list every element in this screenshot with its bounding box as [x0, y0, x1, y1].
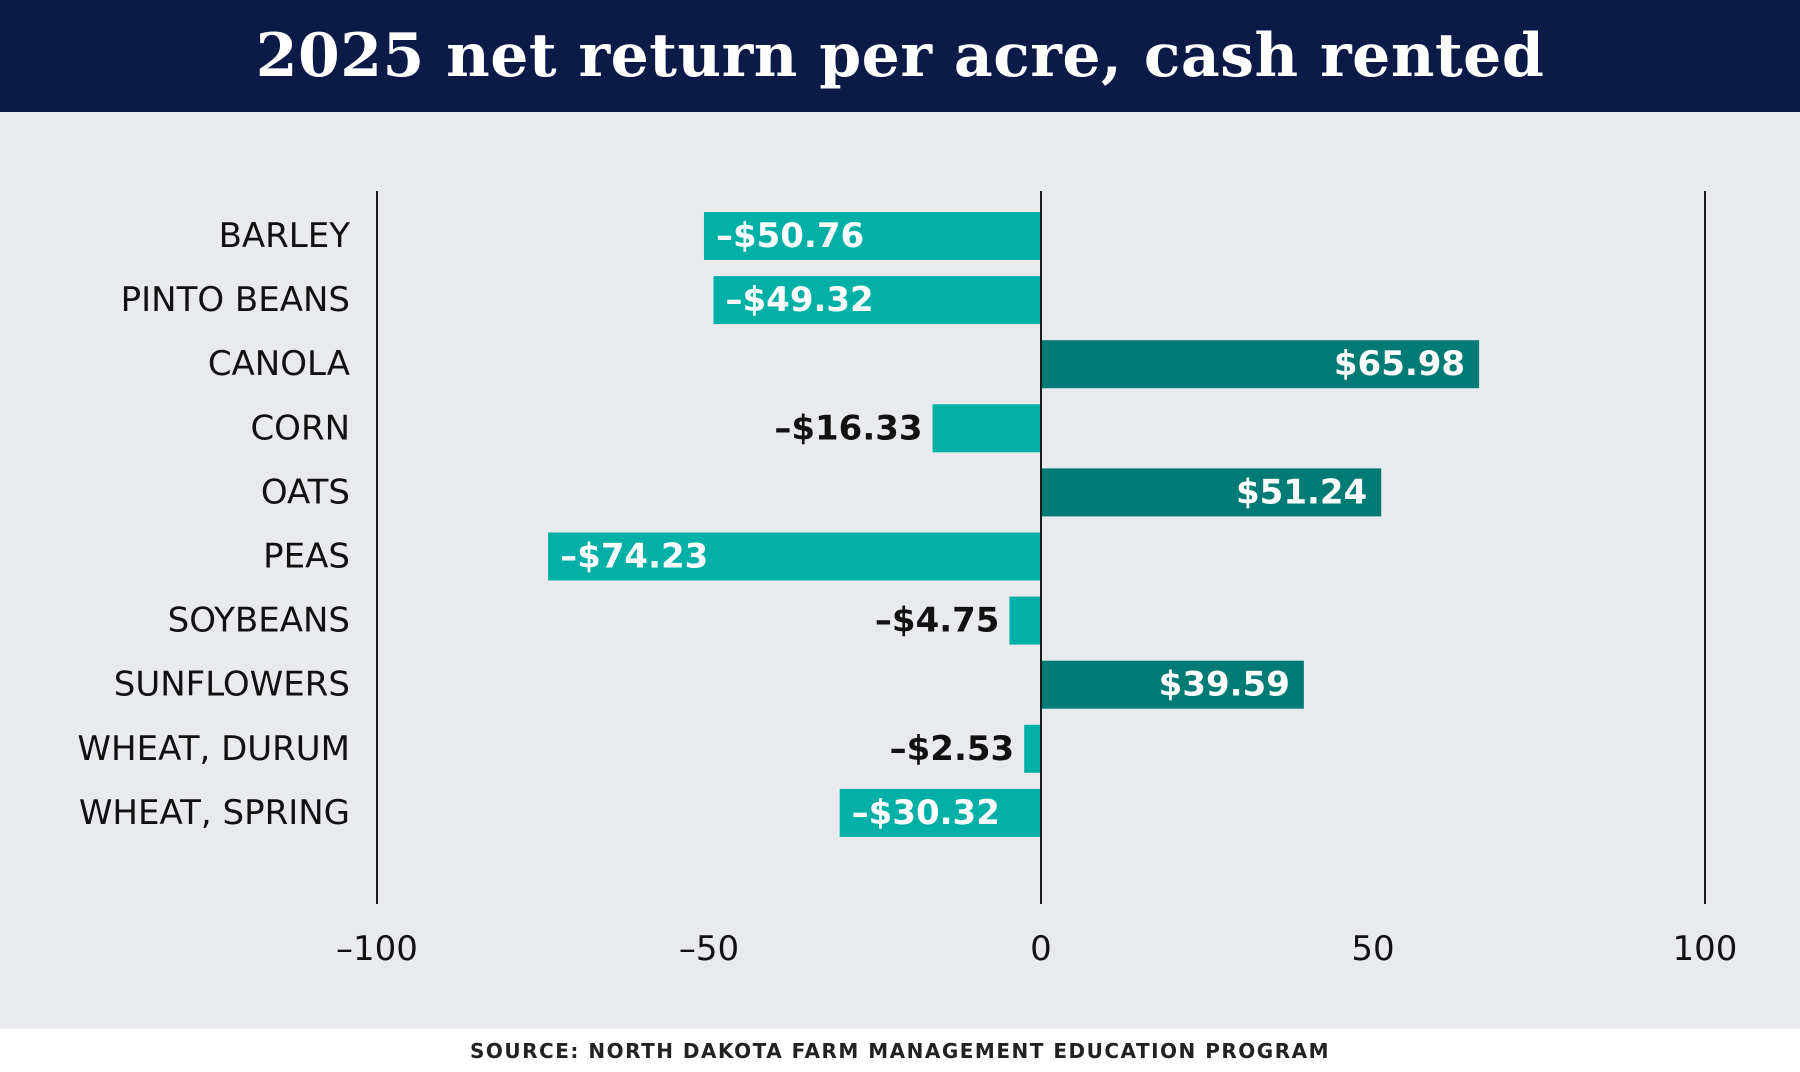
category-label: CORN [250, 408, 350, 448]
chart-footer: SOURCE: NORTH DAKOTA FARM MANAGEMENT EDU… [0, 1029, 1800, 1072]
bar-pinto-beans [713, 276, 1041, 325]
category-label: SUNFLOWERS [114, 665, 350, 705]
bar-sunflowers [1041, 660, 1304, 709]
bar-wheat-spring [839, 788, 1041, 837]
data-label: –$30.32 [852, 793, 1000, 833]
category-label: PINTO BEANS [121, 280, 350, 320]
x-tick-label: 100 [1673, 929, 1738, 969]
bar-peas [548, 532, 1041, 581]
category-label: WHEAT, SPRING [79, 793, 350, 833]
bar-chart: BARLEY PINTO BEANS CANOLA CORN OATS PEAS SOYBE… [77, 191, 1738, 969]
x-tick-label: –100 [336, 929, 418, 969]
x-tick-label: –50 [679, 929, 739, 969]
data-label: $51.24 [1236, 472, 1367, 512]
category-label: WHEAT, DURUM [77, 729, 350, 769]
bar-soybeans [1009, 596, 1041, 645]
bar-canola [1041, 340, 1480, 389]
category-label: PEAS [263, 537, 350, 577]
bar-barley [703, 212, 1041, 260]
data-label: –$16.33 [774, 408, 922, 448]
data-label: –$49.32 [726, 280, 874, 320]
data-label: $39.59 [1159, 665, 1290, 705]
category-label: BARLEY [219, 216, 351, 256]
data-label: –$2.53 [890, 729, 1015, 769]
data-label: –$50.76 [716, 216, 864, 256]
data-label: –$4.75 [875, 601, 1000, 641]
category-label: CANOLA [208, 344, 350, 384]
bar-wheat-durum [1024, 724, 1041, 773]
x-tick-label: 0 [1030, 929, 1052, 969]
chart-title: 2025 net return per acre, cash rented [255, 21, 1545, 91]
bar-corn [932, 404, 1041, 453]
source-note: SOURCE: NORTH DAKOTA FARM MANAGEMENT EDU… [470, 1038, 1330, 1063]
category-label: SOYBEANS [168, 601, 350, 641]
chart-header: 2025 net return per acre, cash rented [0, 0, 1800, 112]
bar-oats [1041, 468, 1382, 517]
data-label: –$74.23 [560, 537, 708, 577]
data-label: $65.98 [1334, 344, 1465, 384]
category-label: OATS [261, 472, 350, 512]
x-tick-label: 50 [1351, 929, 1394, 969]
